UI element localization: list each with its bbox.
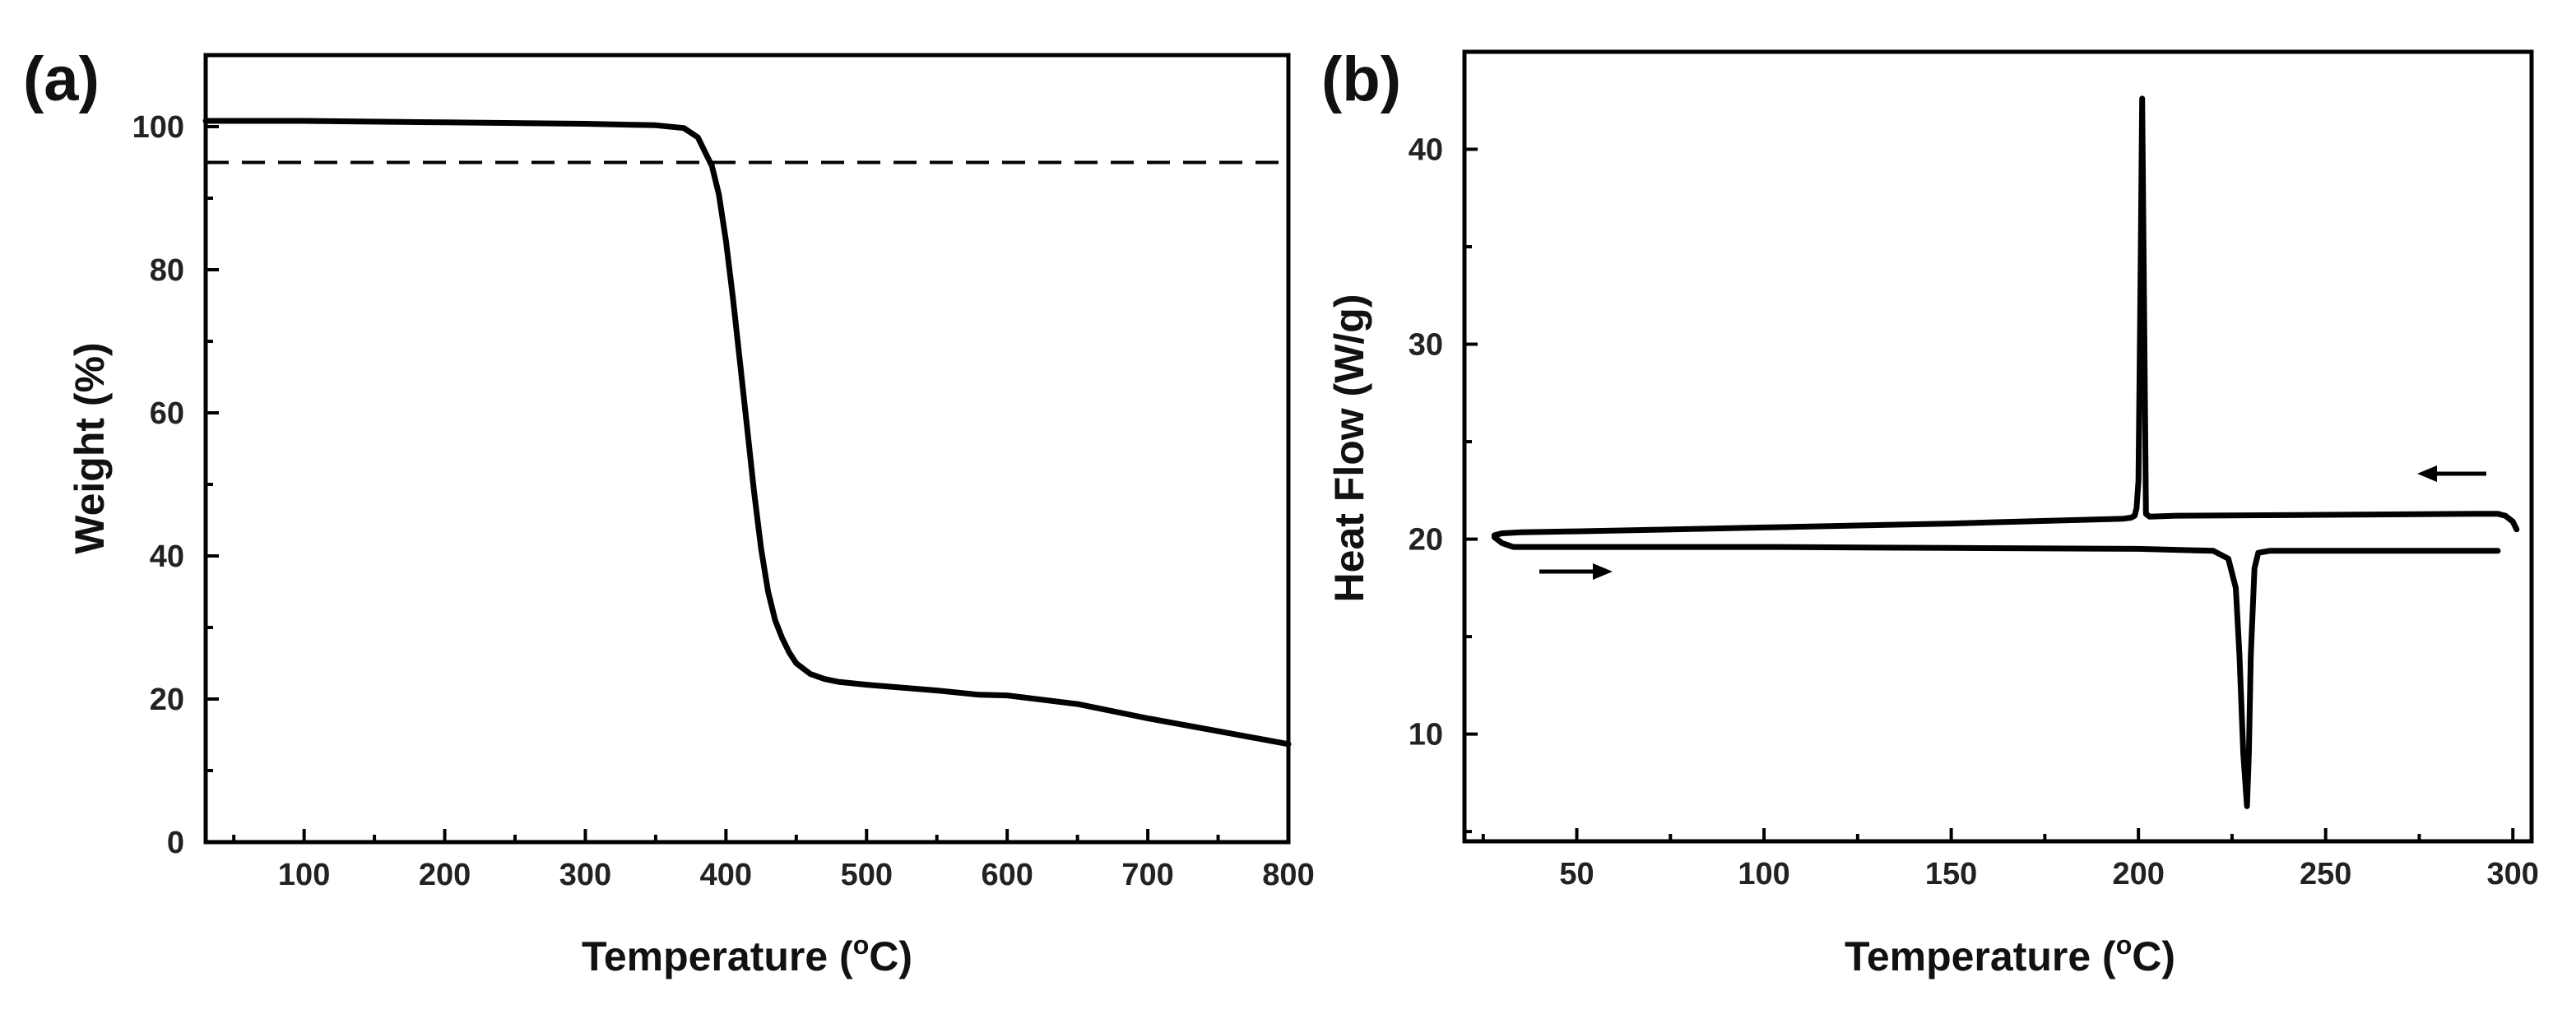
x-tick-label: 100 (278, 858, 330, 892)
x-tick-label: 800 (1262, 858, 1314, 892)
y-tick-label: 20 (1409, 523, 1443, 558)
x-tick-label: 600 (981, 858, 1033, 892)
y-tick-label: 60 (150, 396, 184, 431)
x-tick-label: 500 (841, 858, 893, 892)
panel-a-tga-curve (202, 118, 1292, 748)
panel-b-y-axis-label: Heat Flow (W/g) (1326, 294, 1372, 603)
x-tick-label: 300 (559, 858, 611, 892)
x-tick-label: 50 (1559, 857, 1594, 891)
y-tick-label: 40 (1409, 133, 1443, 168)
x-tick-label: 100 (1738, 857, 1789, 891)
x-tick-label: 150 (1925, 857, 1977, 891)
panel-a-tga: (a) 100 200 300 400 500 600 700 800020406080100… (23, 44, 1315, 979)
x-tick-label: 400 (700, 858, 752, 892)
panel-b-plot-frame (1462, 49, 2534, 844)
panel-b-dsc: (b) 50 100 150 200 250 300 10 20 30 40 Temperatur… (1321, 44, 2539, 979)
x-tick-label: 700 (1121, 858, 1173, 892)
y-tick-label: 40 (150, 539, 184, 574)
y-tick-label: 80 (150, 253, 184, 288)
panel-b-heating-curve (1491, 534, 2501, 809)
x-tick-label: 300 (2487, 857, 2539, 891)
y-tick-label: 0 (167, 826, 184, 860)
panel-b-label: (b) (1321, 44, 1401, 114)
panel-a-plot-frame (203, 53, 1291, 845)
y-tick-label: 20 (150, 683, 184, 717)
x-tick-label: 200 (2112, 857, 2164, 891)
y-tick-label: 10 (1409, 718, 1443, 752)
panel-b-heating-arrow (1539, 563, 1613, 580)
panel-b-cooling-curve (1491, 95, 2520, 539)
panel-a-ticks: 100 200 300 400 500 600 700 800 0 20 40 60 80 100 (132, 53, 1315, 892)
panel-a-x-axis-label: Temperature (oC) (582, 930, 912, 979)
panel-b-cooling-arrow (2417, 465, 2486, 482)
panel-b-ticks: 50 100 150 200 250 300 10 20 30 40 (1409, 50, 2539, 891)
x-tick-label: 200 (419, 858, 471, 892)
panel-b-x-axis-label: Temperature (oC) (1845, 930, 2175, 979)
y-tick-label: 100 (132, 110, 184, 145)
x-tick-label: 250 (2300, 857, 2351, 891)
panel-a-label: (a) (23, 44, 100, 114)
panel-a-y-axis-label: Weight (%) (67, 342, 113, 553)
y-tick-label: 30 (1409, 328, 1443, 363)
